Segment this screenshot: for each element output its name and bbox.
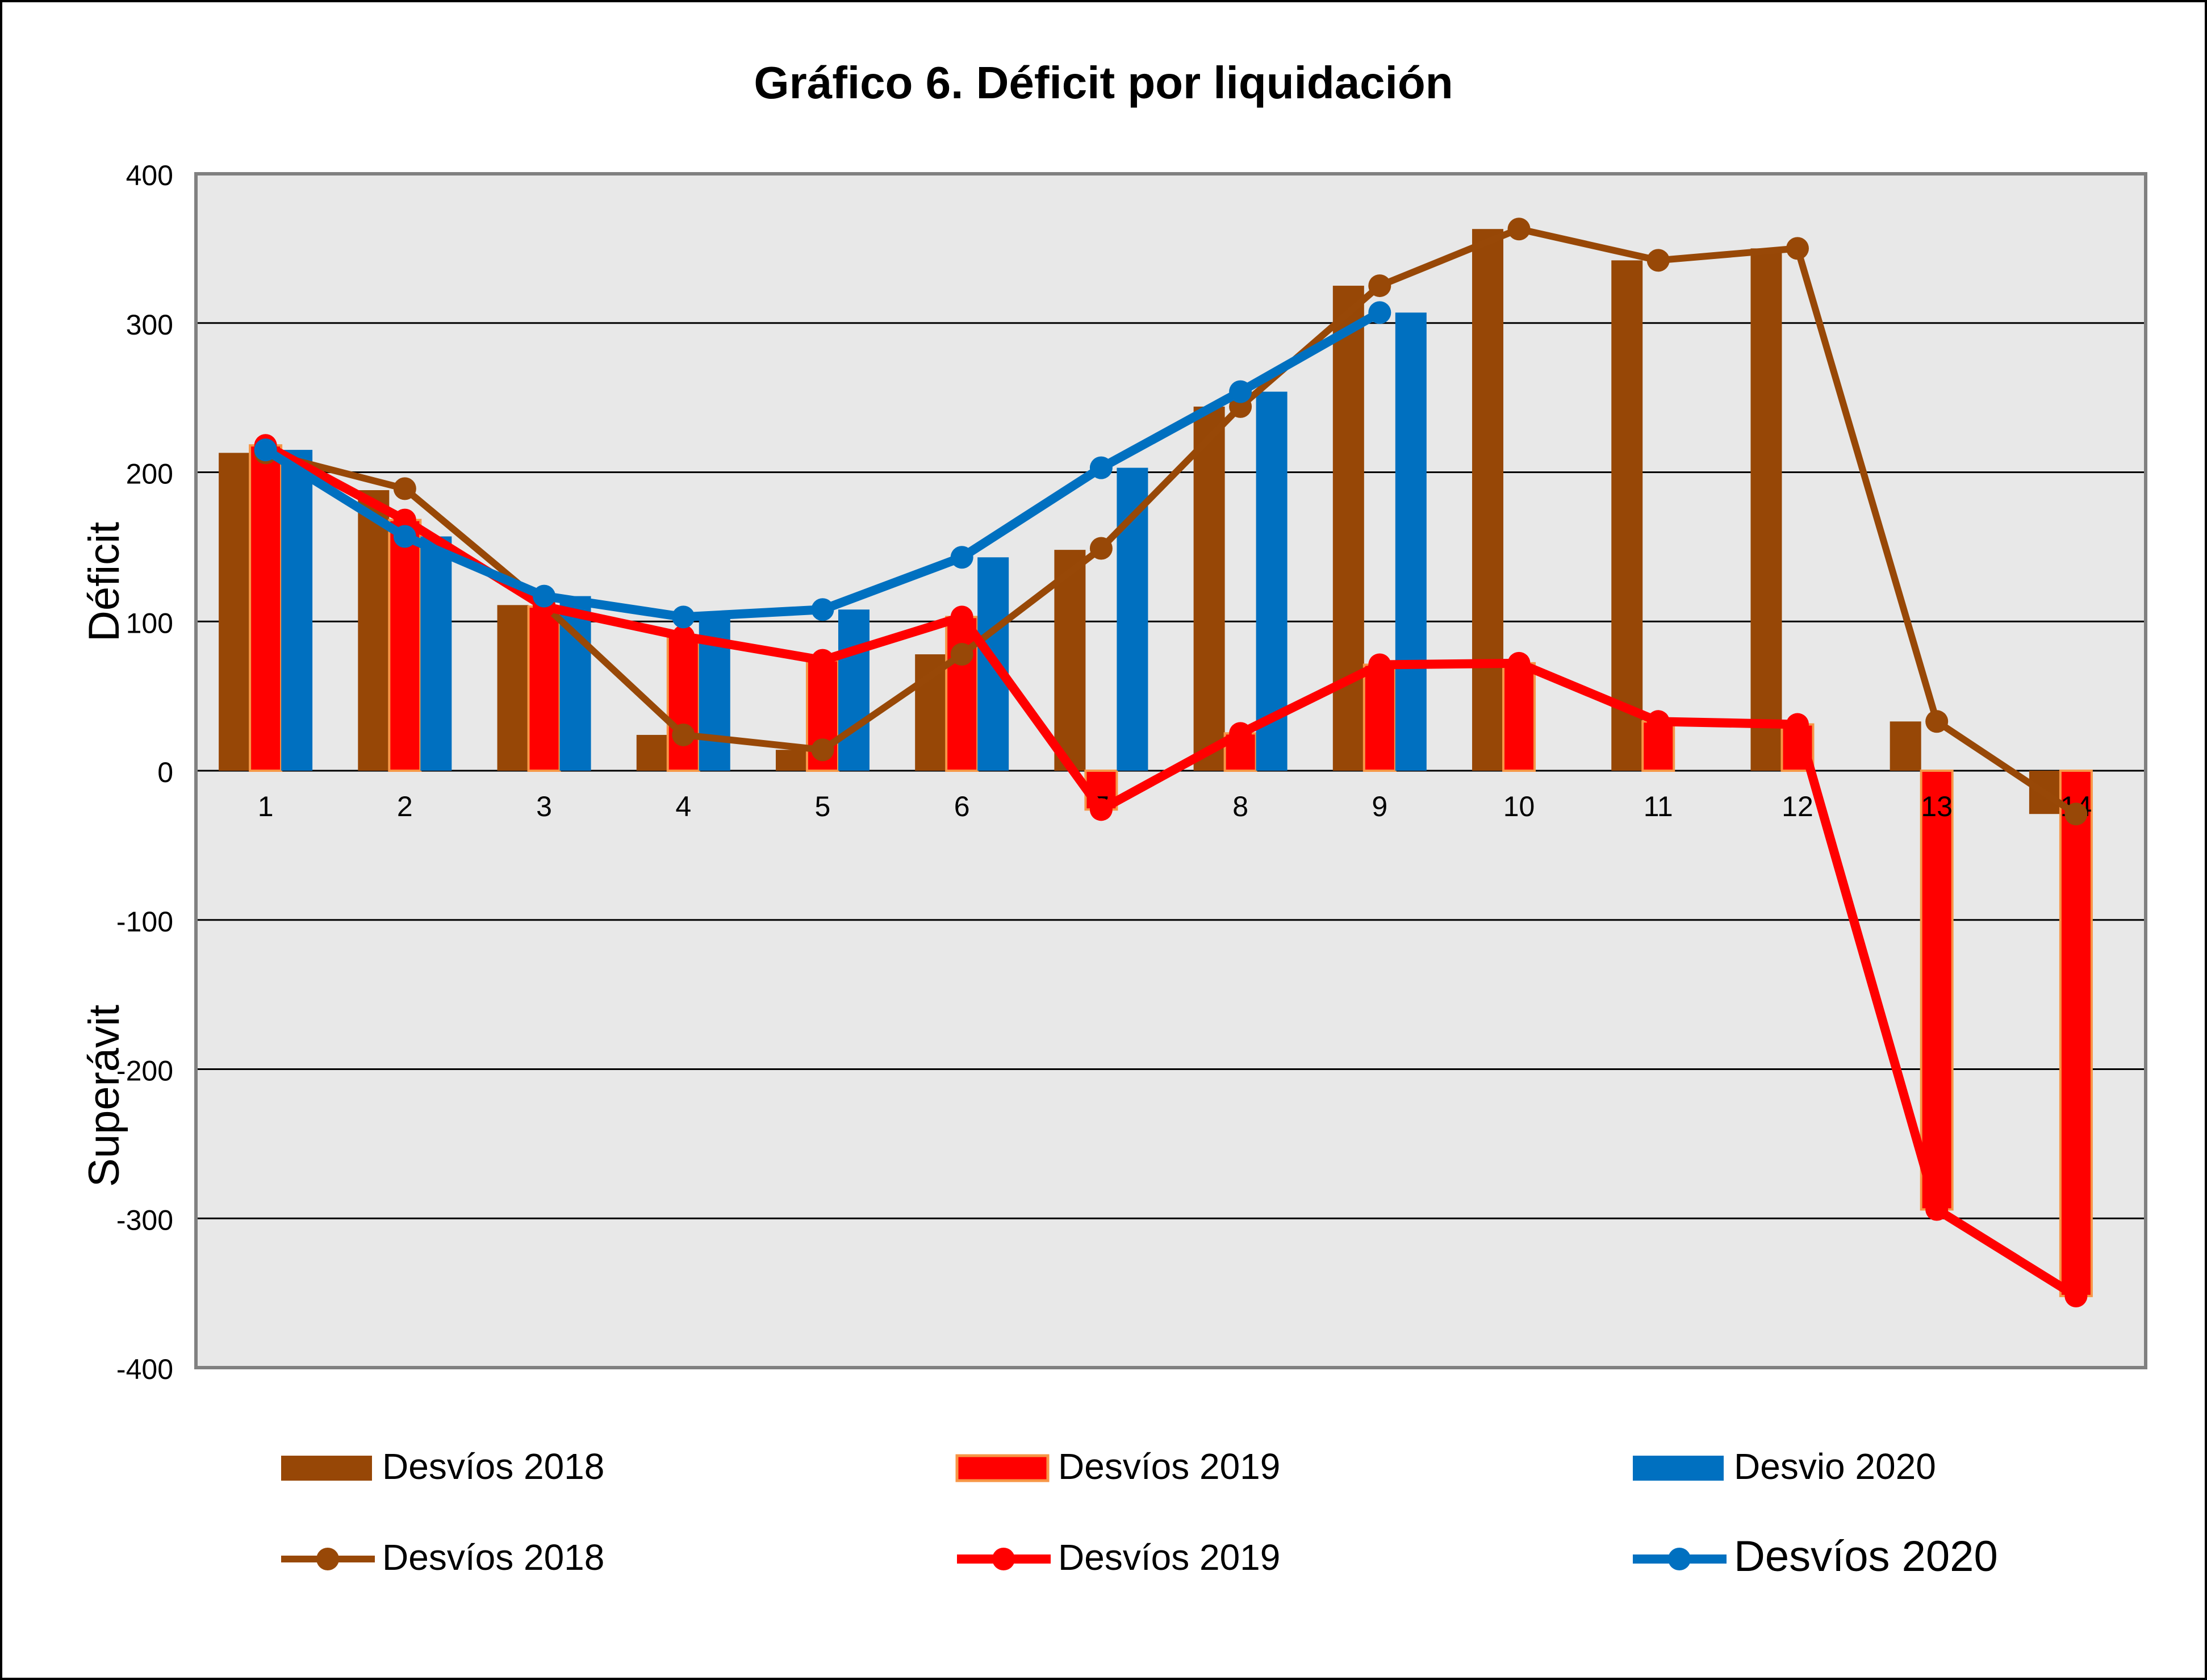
point-d2019 [2064,1284,2088,1307]
bar-d2020 [420,536,452,771]
bar-d2019 [666,635,700,772]
point-d2018 [1368,274,1391,298]
point-d2019 [1507,651,1531,675]
y-tick-label: -300 [116,1204,173,1236]
bar-d2019 [388,519,422,772]
bar-d2018 [497,605,529,771]
legend-swatch-bar-d2019 [955,1454,1050,1482]
bar-d2019 [1362,663,1397,772]
legend-swatch-marker-d2019 [992,1548,1015,1570]
bar-d2019 [945,616,979,772]
x-tick-label: 4 [675,791,691,822]
legend-swatch-bar-d2020 [1633,1456,1724,1481]
line-d2018 [265,225,2078,817]
bar-d2018 [1193,406,1225,771]
point-d2019 [1368,653,1391,676]
bar-d2019 [2059,770,2093,1297]
point-d2018 [950,643,973,666]
x-tick-label: 1 [258,791,274,822]
x-tick-label: 9 [1372,791,1387,822]
x-tick-label: 11 [1644,791,1673,822]
y-tick-label: -100 [116,906,173,938]
bar-d2018 [1611,260,1643,771]
bar-d2020 [838,609,870,771]
legend-label: Desvíos 2018 [382,1446,605,1487]
point-d2020 [1368,301,1391,324]
bar-d2018 [1054,550,1086,771]
legend-label: Desvíos 2019 [1058,1446,1281,1487]
point-d2019 [1925,1198,1949,1221]
point-d2020 [1229,380,1252,403]
x-tick-label: 2 [397,791,413,822]
plot-border [194,172,2147,1369]
point-d2020 [393,525,416,548]
x-tick-label: 8 [1232,791,1248,822]
bar-d2018 [219,453,250,771]
point-d2020 [950,546,973,569]
x-tick-label: 12 [1782,791,1813,822]
point-d2019 [1646,710,1670,733]
x-tick-label: 6 [954,791,970,822]
legend-label: Desvíos 2019 [1058,1537,1281,1578]
bar-d2018 [1332,286,1364,771]
legend-swatch-marker-d2020 [1668,1548,1691,1570]
y-tick-label: 0 [157,757,173,788]
x-tick-label: 10 [1503,791,1535,822]
bar-d2018 [1750,248,1782,771]
point-d2019 [672,625,695,648]
bar-d2019 [527,605,561,772]
point-d2018 [1925,710,1949,733]
bar-d2018 [636,734,668,771]
point-d2018 [2064,803,2088,826]
point-d2020 [1089,456,1113,479]
bar-d2018 [358,490,390,771]
chart-title: Gráfico 6. Déficit por liquidación [754,57,1453,108]
y-tick-label: 200 [126,458,173,490]
bar-d2019 [1920,770,1954,1211]
point-d2018 [672,723,695,746]
y-tick-label: -400 [116,1353,173,1385]
bar-d2018 [1472,229,1504,771]
point-d2018 [811,738,834,762]
x-tick-label: 13 [1921,791,1953,822]
y-tick-label: -200 [116,1055,173,1087]
point-d2019 [811,649,834,672]
line-d2019 [263,441,2079,1300]
y-tick-label: 300 [126,309,173,341]
legend-label: Desvíos 2020 [1734,1532,1998,1581]
bar-d2018 [1890,721,1921,771]
point-d2018 [1786,237,1809,260]
legend-swatch-bar-d2018 [281,1456,372,1481]
bar-d2019 [1641,720,1675,772]
point-d2019 [393,508,416,532]
legend-label: Desvio 2020 [1734,1446,1936,1487]
bar-d2020 [1256,391,1288,771]
bar-d2018 [775,750,807,771]
bar-d2019 [249,444,283,772]
point-d2018 [1646,249,1670,272]
x-tick-label: 5 [815,791,831,822]
point-d2019 [1786,713,1809,736]
point-d2020 [254,438,277,462]
bar-d2020 [1395,312,1427,771]
point-d2019 [950,605,973,629]
legend-swatch-marker-d2018 [316,1548,339,1570]
point-d2020 [811,598,834,621]
point-d2019 [1229,722,1252,745]
point-d2020 [533,584,556,608]
point-d2018 [1089,537,1113,560]
point-d2020 [672,605,695,629]
point-d2019 [1089,798,1113,821]
y-tick-label: 400 [126,160,173,191]
y-tick-label: 100 [126,607,173,639]
legend-label: Desvíos 2018 [382,1537,605,1578]
point-d2018 [1507,218,1531,241]
point-d2018 [393,477,416,500]
bar-d2020 [281,450,313,771]
x-tick-label: 3 [536,791,552,822]
bar-d2019 [1502,662,1536,772]
